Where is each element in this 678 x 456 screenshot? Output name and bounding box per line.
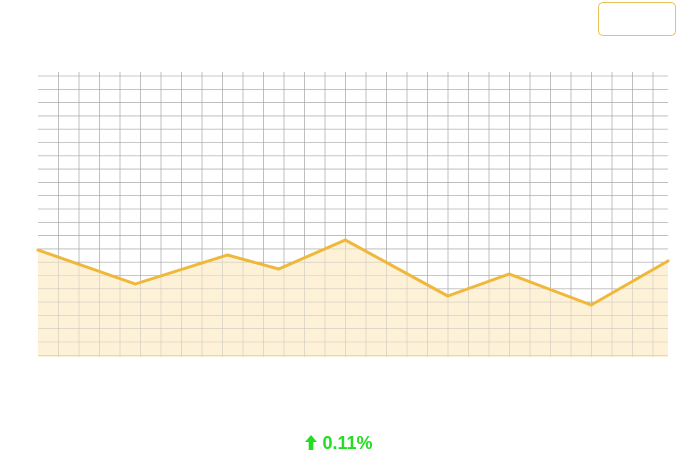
data-point (343, 238, 347, 242)
data-point (133, 282, 137, 286)
data-point (36, 248, 40, 252)
data-point (226, 253, 229, 257)
arrow-up-icon (305, 435, 318, 450)
data-point (507, 272, 511, 276)
data-point (666, 259, 670, 263)
data-point (589, 303, 593, 307)
area-fill (38, 240, 668, 357)
area-chart (36, 72, 670, 357)
data-point (277, 267, 281, 271)
data-point (446, 294, 450, 298)
chart-grid-overlay (38, 72, 668, 357)
change-indicator: 0.11% (0, 432, 678, 454)
change-value: 0.11% (322, 433, 373, 453)
top-right-button[interactable] (598, 2, 676, 36)
